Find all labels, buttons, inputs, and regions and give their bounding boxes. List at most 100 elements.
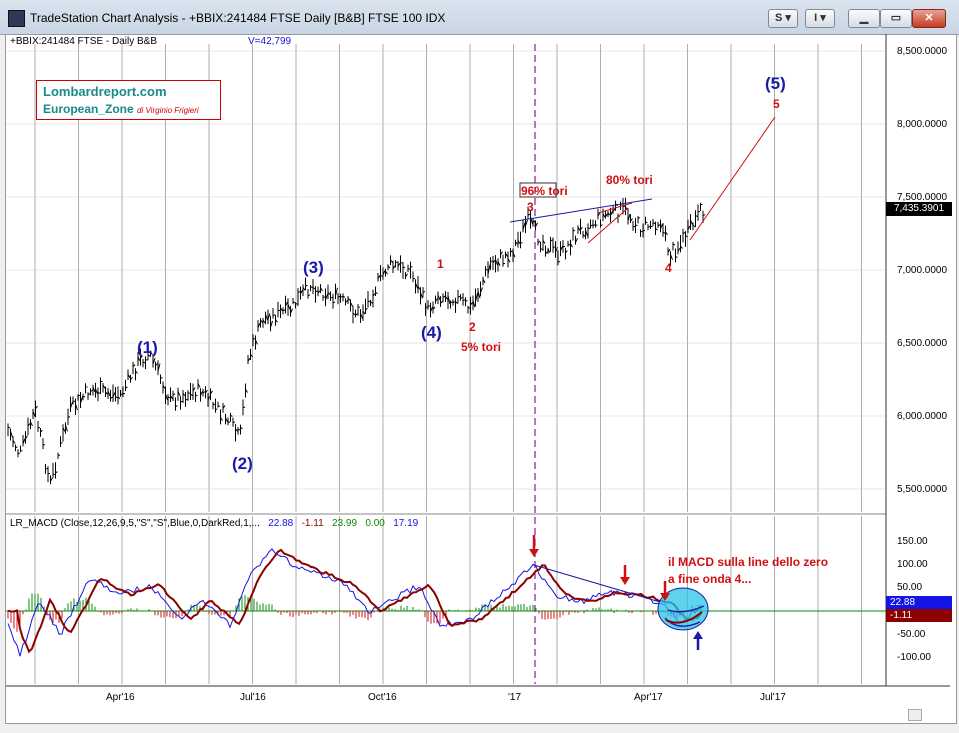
price-bar-tick (525, 219, 528, 227)
subwave-4-label: 4 (665, 261, 672, 275)
price-bar-tick (505, 252, 508, 257)
price-bar-tick (435, 298, 438, 302)
price-bar-tick (450, 301, 453, 304)
app-icon (8, 10, 25, 27)
price-bar-tick (440, 300, 443, 304)
price-bar-tick (312, 286, 316, 290)
price-bar-tick (82, 395, 86, 398)
logo-line2: European_Zone di Virginio Frigieri (43, 102, 199, 116)
price-bar-tick (607, 212, 611, 216)
price-tick: 6,500.0000 (897, 338, 948, 349)
price-bar-tick (660, 223, 663, 230)
price-bar-tick (637, 217, 641, 219)
price-bar-tick (445, 296, 448, 300)
price-bar-tick (375, 291, 378, 295)
price-bar-tick (245, 389, 248, 393)
price-bar-tick (235, 428, 238, 432)
scroll-button[interactable] (908, 709, 922, 721)
price-bar-tick (102, 384, 106, 389)
price-bar-tick (392, 265, 396, 270)
price-bar-tick (197, 383, 201, 388)
price-bar-tick (687, 225, 691, 230)
price-bar-tick (175, 405, 178, 407)
maximize-icon: ▭ (890, 12, 902, 24)
price-bar-tick (130, 376, 133, 381)
price-bar-tick (90, 389, 93, 392)
price-bar-tick (447, 295, 451, 305)
signal-value-badge: -1.11 (886, 609, 952, 622)
price-bar-tick (75, 403, 78, 411)
price-bar-tick (477, 291, 481, 299)
price-bar-tick (242, 406, 246, 409)
s-dropdown-button[interactable]: S ▾ (768, 9, 798, 28)
price-bar-tick (225, 417, 228, 423)
price-bar-tick (237, 428, 241, 431)
price-bar-tick (165, 393, 168, 401)
price-tick: 8,500.0000 (897, 46, 948, 57)
i-dropdown-button[interactable]: I ▾ (805, 9, 835, 28)
signal-line (7, 548, 702, 654)
price-bar-tick (65, 425, 68, 432)
price-bar-tick (135, 370, 138, 374)
price-bar-tick (265, 314, 268, 321)
price-bar-tick (220, 417, 223, 421)
price-bar-tick (157, 363, 161, 372)
price-bar-tick (475, 293, 478, 302)
price-bar-tick (645, 221, 648, 224)
price-bar-tick (97, 391, 101, 394)
price-bar-tick (147, 354, 151, 357)
price-bar-tick (667, 248, 671, 253)
price-bar-tick (632, 225, 636, 228)
last-price-badge: 7,435.3901 (886, 202, 952, 216)
price-bar-tick (272, 314, 276, 317)
price-bars (7, 197, 706, 485)
price-bar-tick (420, 292, 423, 299)
price-bar-tick (7, 426, 11, 429)
price-bar-tick (472, 300, 476, 308)
price-bar-tick (627, 213, 631, 222)
price-tick: 6,000.0000 (897, 411, 948, 422)
wedge-lower-line (587, 207, 629, 244)
price-bar-tick (507, 258, 511, 263)
price-bar-tick (217, 405, 221, 407)
symbol-header: +BBIX:241484 FTSE - Daily B&B (10, 36, 158, 47)
price-bar-tick (255, 339, 258, 345)
price-bar-tick (495, 259, 498, 266)
price-bar-tick (27, 423, 31, 427)
price-bar-tick (267, 313, 271, 320)
price-bar-tick (105, 391, 108, 395)
price-bar-tick (50, 477, 53, 482)
note-80-tori: 80% tori (606, 173, 653, 187)
price-bar-tick (362, 310, 366, 315)
price-bar-tick (482, 278, 486, 284)
price-bar-tick (470, 301, 473, 306)
minimize-button[interactable]: ▁ (848, 9, 880, 28)
price-bar-tick (140, 355, 143, 359)
price-bar-tick (467, 307, 471, 309)
price-bar-tick (665, 231, 668, 236)
price-bar-tick (552, 246, 556, 248)
logo-line1: Lombardreport.com (43, 84, 167, 99)
price-bar-tick (490, 260, 493, 263)
price-bar-tick (585, 229, 588, 237)
price-bar-tick (352, 313, 356, 315)
down-arrow-icon (620, 565, 630, 585)
price-bar-tick (602, 213, 606, 218)
price-bar-tick (527, 213, 531, 216)
price-bar-tick (355, 313, 358, 316)
price-bar-tick (677, 247, 681, 252)
price-bar-tick (302, 287, 306, 291)
chart-area[interactable] (5, 34, 957, 724)
price-bar-tick (87, 393, 91, 395)
price-bar-tick (207, 396, 211, 400)
price-bar-tick (512, 252, 516, 258)
close-button[interactable]: ✕ (912, 9, 946, 28)
wave-3-label: (3) (303, 258, 324, 277)
price-bar-tick (567, 243, 571, 246)
macd-line (7, 548, 702, 657)
maximize-button[interactable]: ▭ (880, 9, 912, 28)
price-bar-tick (575, 238, 578, 243)
price-bar-tick (132, 364, 136, 368)
price-tick: 5,500.0000 (897, 484, 948, 495)
price-bar-tick (55, 471, 58, 474)
